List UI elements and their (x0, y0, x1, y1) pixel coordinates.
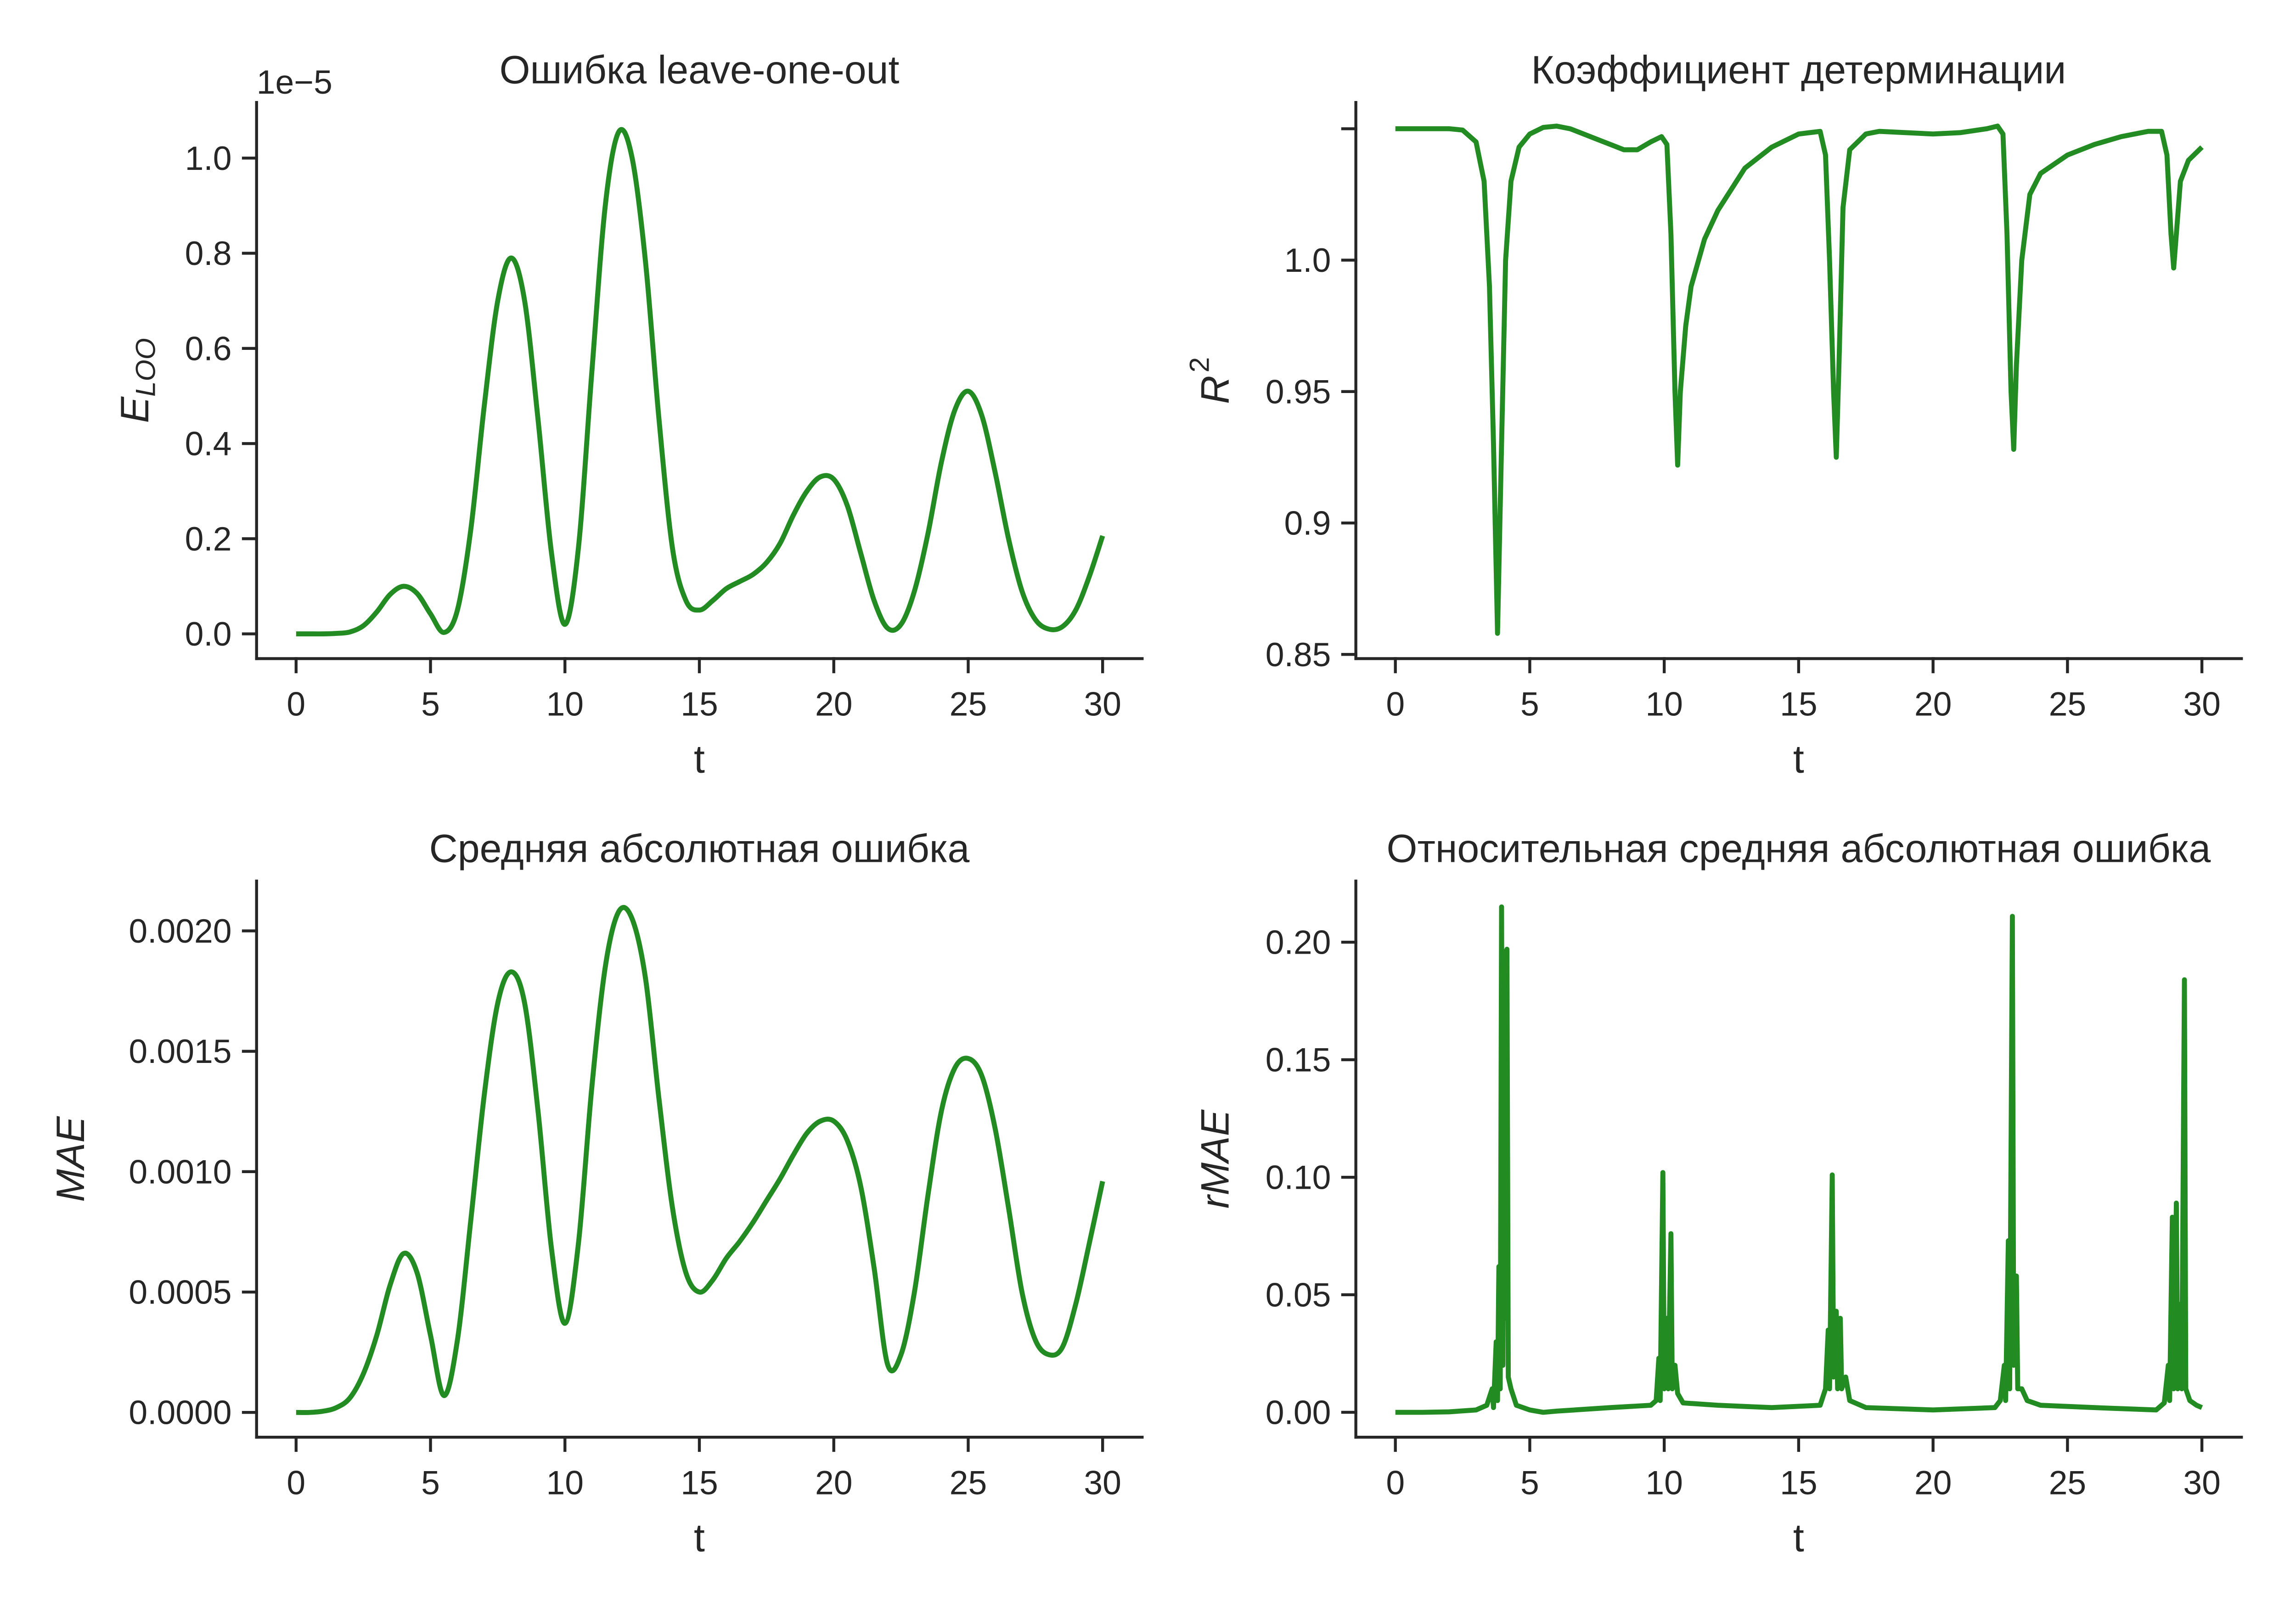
x-tick-label: 0 (1386, 686, 1405, 723)
x-tick-label: 0 (287, 686, 305, 723)
x-tick-label: 20 (1914, 1464, 1952, 1502)
chart-panel-rmae: 0 5 10 15 20 25 30 0.00 0.05 0.10 0.15 0.20 Относите… (1193, 827, 2243, 1560)
x-tick-label: 0 (287, 1464, 305, 1502)
y-tick-label: 1.0 (185, 140, 232, 177)
y-tick-label: 0.15 (1266, 1041, 1331, 1079)
x-tick-label: 15 (681, 686, 718, 723)
x-tick-label: 5 (421, 686, 440, 723)
chart-panel-r2: 0 5 10 15 20 25 30 0.85 0.9 0.95 1.0 Коэффициент де… (1184, 48, 2243, 781)
y-tick-label: 0.05 (1266, 1276, 1331, 1314)
y-tick-label: 0.2 (185, 520, 232, 558)
x-tick-label: 0 (1386, 1464, 1405, 1502)
y-tick-label: 0.0000 (129, 1394, 231, 1432)
x-tick-label: 15 (681, 1464, 718, 1502)
y-tick-label: 0.95 (1266, 373, 1331, 410)
x-tick-label: 10 (546, 1464, 584, 1502)
y-tick-label: 0.00 (1266, 1393, 1331, 1431)
x-tick-label: 5 (1520, 1464, 1539, 1502)
chart-panel-eloo: 0 5 10 15 20 25 30 0.0 0.2 0.4 0.6 0.8 1.0 Ошибка lea… (113, 48, 1144, 781)
y-axis-label-main: R (1193, 376, 1238, 404)
series-line (1395, 904, 2203, 1415)
x-tick-label: 15 (1780, 1464, 1818, 1502)
y-tick-label: 0.9 (1284, 505, 1331, 542)
x-tick-label: 25 (950, 686, 987, 723)
chart-title: Средняя абсолютная ошибка (429, 827, 970, 871)
y-axis-label: rMAE (1193, 1109, 1238, 1208)
y-axis-label-superscript: 2 (1184, 357, 1215, 373)
x-axis-label: t (694, 1516, 705, 1560)
series-line (296, 127, 1105, 637)
x-tick-label: 30 (2183, 686, 2221, 723)
chart-title: Ошибка leave-one-out (500, 48, 900, 92)
y-tick-label: 0.20 (1266, 924, 1331, 961)
y-tick-label: 0.85 (1266, 636, 1331, 674)
x-tick-label: 10 (546, 686, 584, 723)
chart-title: Относительная средняя абсолютная ошибка (1387, 827, 2211, 871)
x-axis-label: t (1793, 737, 1804, 781)
x-tick-label: 20 (815, 686, 853, 723)
y-tick-label: 0.4 (185, 425, 232, 463)
y-tick-label: 0.0010 (129, 1153, 231, 1191)
chart-panel-mae: 0 5 10 15 20 25 30 0.0000 0.0005 0.0010 0.0015 0.00… (49, 827, 1144, 1560)
y-tick-label: 0.0 (185, 615, 232, 653)
x-tick-label: 30 (2183, 1464, 2221, 1502)
x-tick-label: 30 (1084, 1464, 1121, 1502)
y-axis-label: ELOO (113, 338, 161, 423)
y-tick-label: 0.0020 (129, 912, 231, 950)
y-axis-label: R2 (1184, 357, 1238, 404)
x-tick-label: 25 (2049, 1464, 2087, 1502)
x-tick-label: 20 (815, 1464, 853, 1502)
x-tick-label: 30 (1084, 686, 1121, 723)
y-tick-label: 0.0005 (129, 1274, 231, 1311)
chart-title: Коэффициент детерминации (1531, 48, 2066, 92)
y-offset-label: 1e−5 (257, 63, 332, 101)
x-axis-label: t (1793, 1516, 1804, 1560)
series-line (1395, 124, 2204, 636)
y-axis-label: MAE (49, 1116, 93, 1202)
x-tick-label: 5 (421, 1464, 440, 1502)
y-axis-label-main: MAE (49, 1116, 93, 1202)
y-tick-label: 0.6 (185, 330, 232, 367)
x-tick-label: 5 (1520, 686, 1539, 723)
x-tick-label: 15 (1780, 686, 1818, 723)
x-tick-label: 25 (950, 1464, 987, 1502)
y-tick-label: 0.0015 (129, 1033, 231, 1070)
y-tick-label: 0.10 (1266, 1159, 1331, 1197)
x-tick-label: 10 (1645, 686, 1683, 723)
x-tick-label: 10 (1645, 1464, 1683, 1502)
y-tick-label: 0.8 (185, 235, 232, 272)
x-tick-label: 25 (2049, 686, 2087, 723)
x-tick-label: 20 (1914, 686, 1952, 723)
y-axis-label-main: rMAE (1193, 1109, 1238, 1208)
y-axis-label-subscript: LOO (129, 338, 161, 397)
series-line (296, 905, 1105, 1415)
x-axis-label: t (694, 737, 705, 781)
y-axis-label-main: E (113, 396, 157, 423)
y-tick-label: 1.0 (1284, 242, 1331, 279)
